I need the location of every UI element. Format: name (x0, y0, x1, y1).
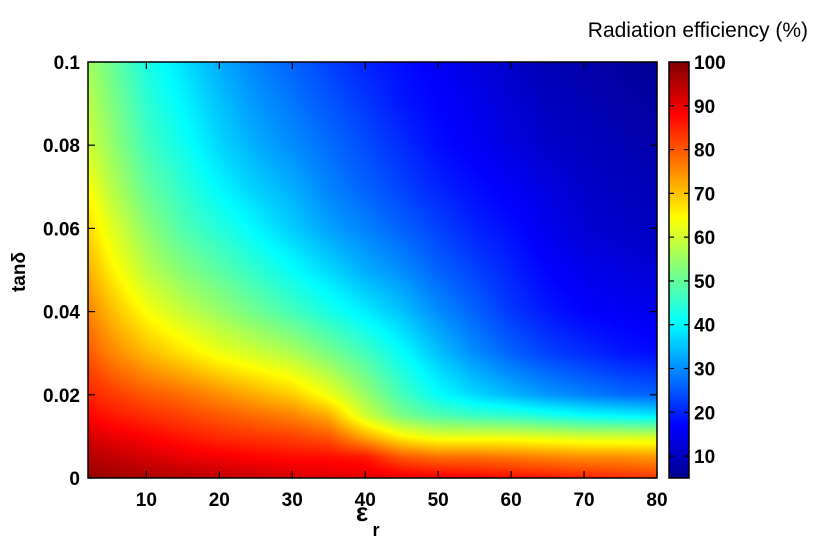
colorbar-title: Radiation efficiency (%) (588, 19, 808, 42)
colorbar-ticks: 10 20 30 40 50 60 70 80 90 100 (669, 53, 726, 468)
x-tick-label: 80 (646, 490, 667, 511)
x-axis: 10 20 30 40 50 60 70 80 (136, 62, 668, 511)
heatmap-canvas (88, 62, 657, 478)
x-axis-label: ε (356, 497, 368, 527)
x-tick-label: 10 (136, 490, 157, 511)
colorbar-tick-label: 100 (694, 53, 726, 74)
colorbar-tick-label: 50 (694, 272, 715, 293)
colorbar-tick-label: 70 (694, 184, 715, 205)
colorbar-tick-label: 40 (694, 316, 715, 337)
plot-frame (87, 61, 658, 479)
colorbar-tick-label: 90 (694, 97, 715, 118)
x-tick-label: 40 (355, 490, 376, 511)
y-tick-label: 0 (69, 469, 80, 490)
y-tick-label: 0.04 (43, 303, 80, 324)
y-tick-label: 0.1 (54, 53, 81, 74)
y-tick-label: 0.02 (43, 386, 80, 407)
y-tick-label: 0.06 (43, 219, 80, 240)
x-tick-label: 70 (573, 490, 594, 511)
x-tick-label: 30 (282, 490, 303, 511)
colorbar-gradient (669, 62, 689, 478)
x-tick-label: 20 (209, 490, 230, 511)
colorbar-tick-label: 80 (694, 141, 715, 162)
colorbar-tick-label: 20 (694, 403, 715, 424)
y-axis-label: tanδ (9, 252, 30, 292)
colorbar-tick-label: 60 (694, 228, 715, 249)
plot-area (87, 61, 658, 479)
x-tick-label: 50 (428, 490, 449, 511)
x-tick-label: 60 (501, 490, 522, 511)
colorbar: 10 20 30 40 50 60 70 80 90 100 (668, 53, 726, 479)
colorbar-tick-label: 10 (694, 447, 715, 468)
x-axis-label-subscript: r (372, 520, 379, 540)
colorbar-frame (668, 61, 690, 479)
x-axis-title: ε r (356, 497, 380, 540)
colorbar-tick-label: 30 (694, 360, 715, 381)
y-tick-label: 0.08 (43, 136, 80, 157)
y-axis: 0 0.02 0.04 0.06 0.08 0.1 (43, 53, 657, 490)
heatmap-image (88, 62, 657, 478)
